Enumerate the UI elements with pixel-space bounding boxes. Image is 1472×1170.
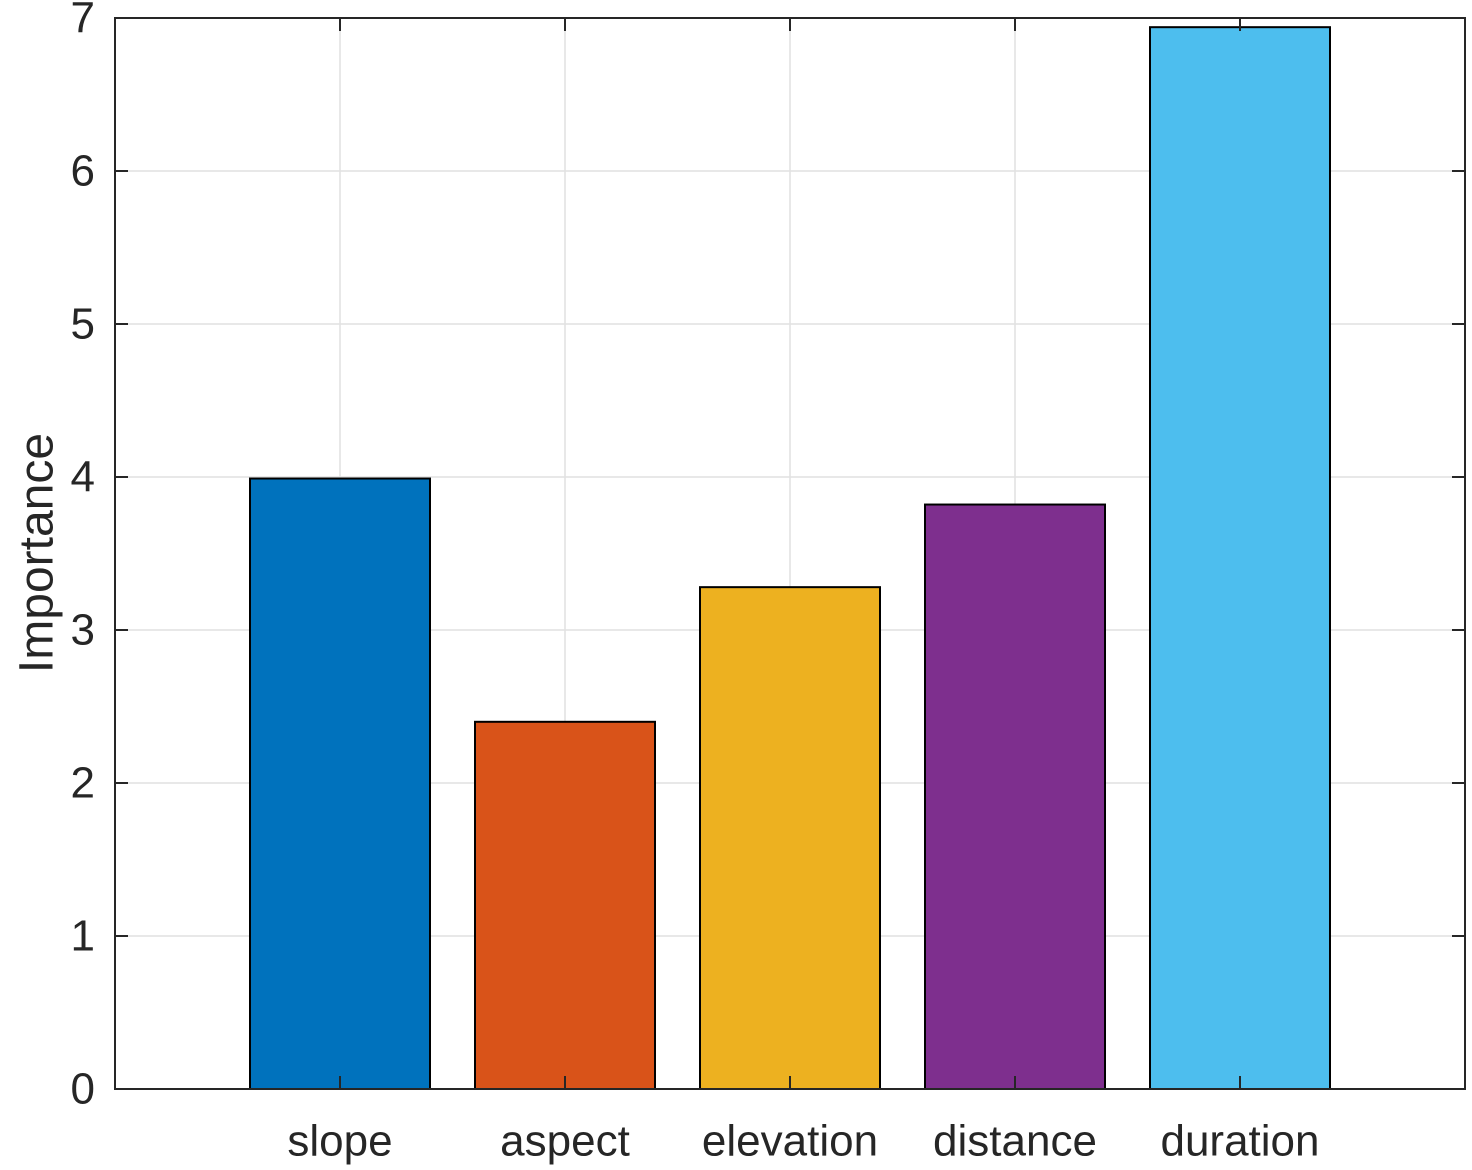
x-tick-label-slope: slope [287,1117,392,1166]
x-tick-label-distance: distance [933,1117,1097,1166]
y-tick-label-4: 4 [71,453,95,502]
y-tick-label-5: 5 [71,300,95,349]
bar-duration [1149,26,1331,1090]
bar-distance [924,503,1106,1091]
x-tick-label-elevation: elevation [702,1117,878,1166]
ticks-layer [115,17,1465,1090]
y-tick-label-3: 3 [71,606,95,655]
bar-aspect [474,720,656,1090]
bars-layer [249,26,1331,1091]
y-tick-label-1: 1 [71,912,95,961]
y-tick-label-0: 0 [71,1065,95,1114]
x-tick-label-aspect: aspect [500,1117,630,1166]
y-tick-label-2: 2 [71,759,95,808]
y-axis-title: Importance [11,433,64,673]
y-tick-label-7: 7 [71,0,95,43]
bar-elevation [699,586,881,1090]
y-tick-label-6: 6 [71,147,95,196]
x-tick-label-duration: duration [1160,1117,1319,1166]
bar-slope [249,477,431,1090]
labels-layer: 0 1 2 3 4 5 6 7 slope aspect elevation distance dura… [71,0,1320,1166]
